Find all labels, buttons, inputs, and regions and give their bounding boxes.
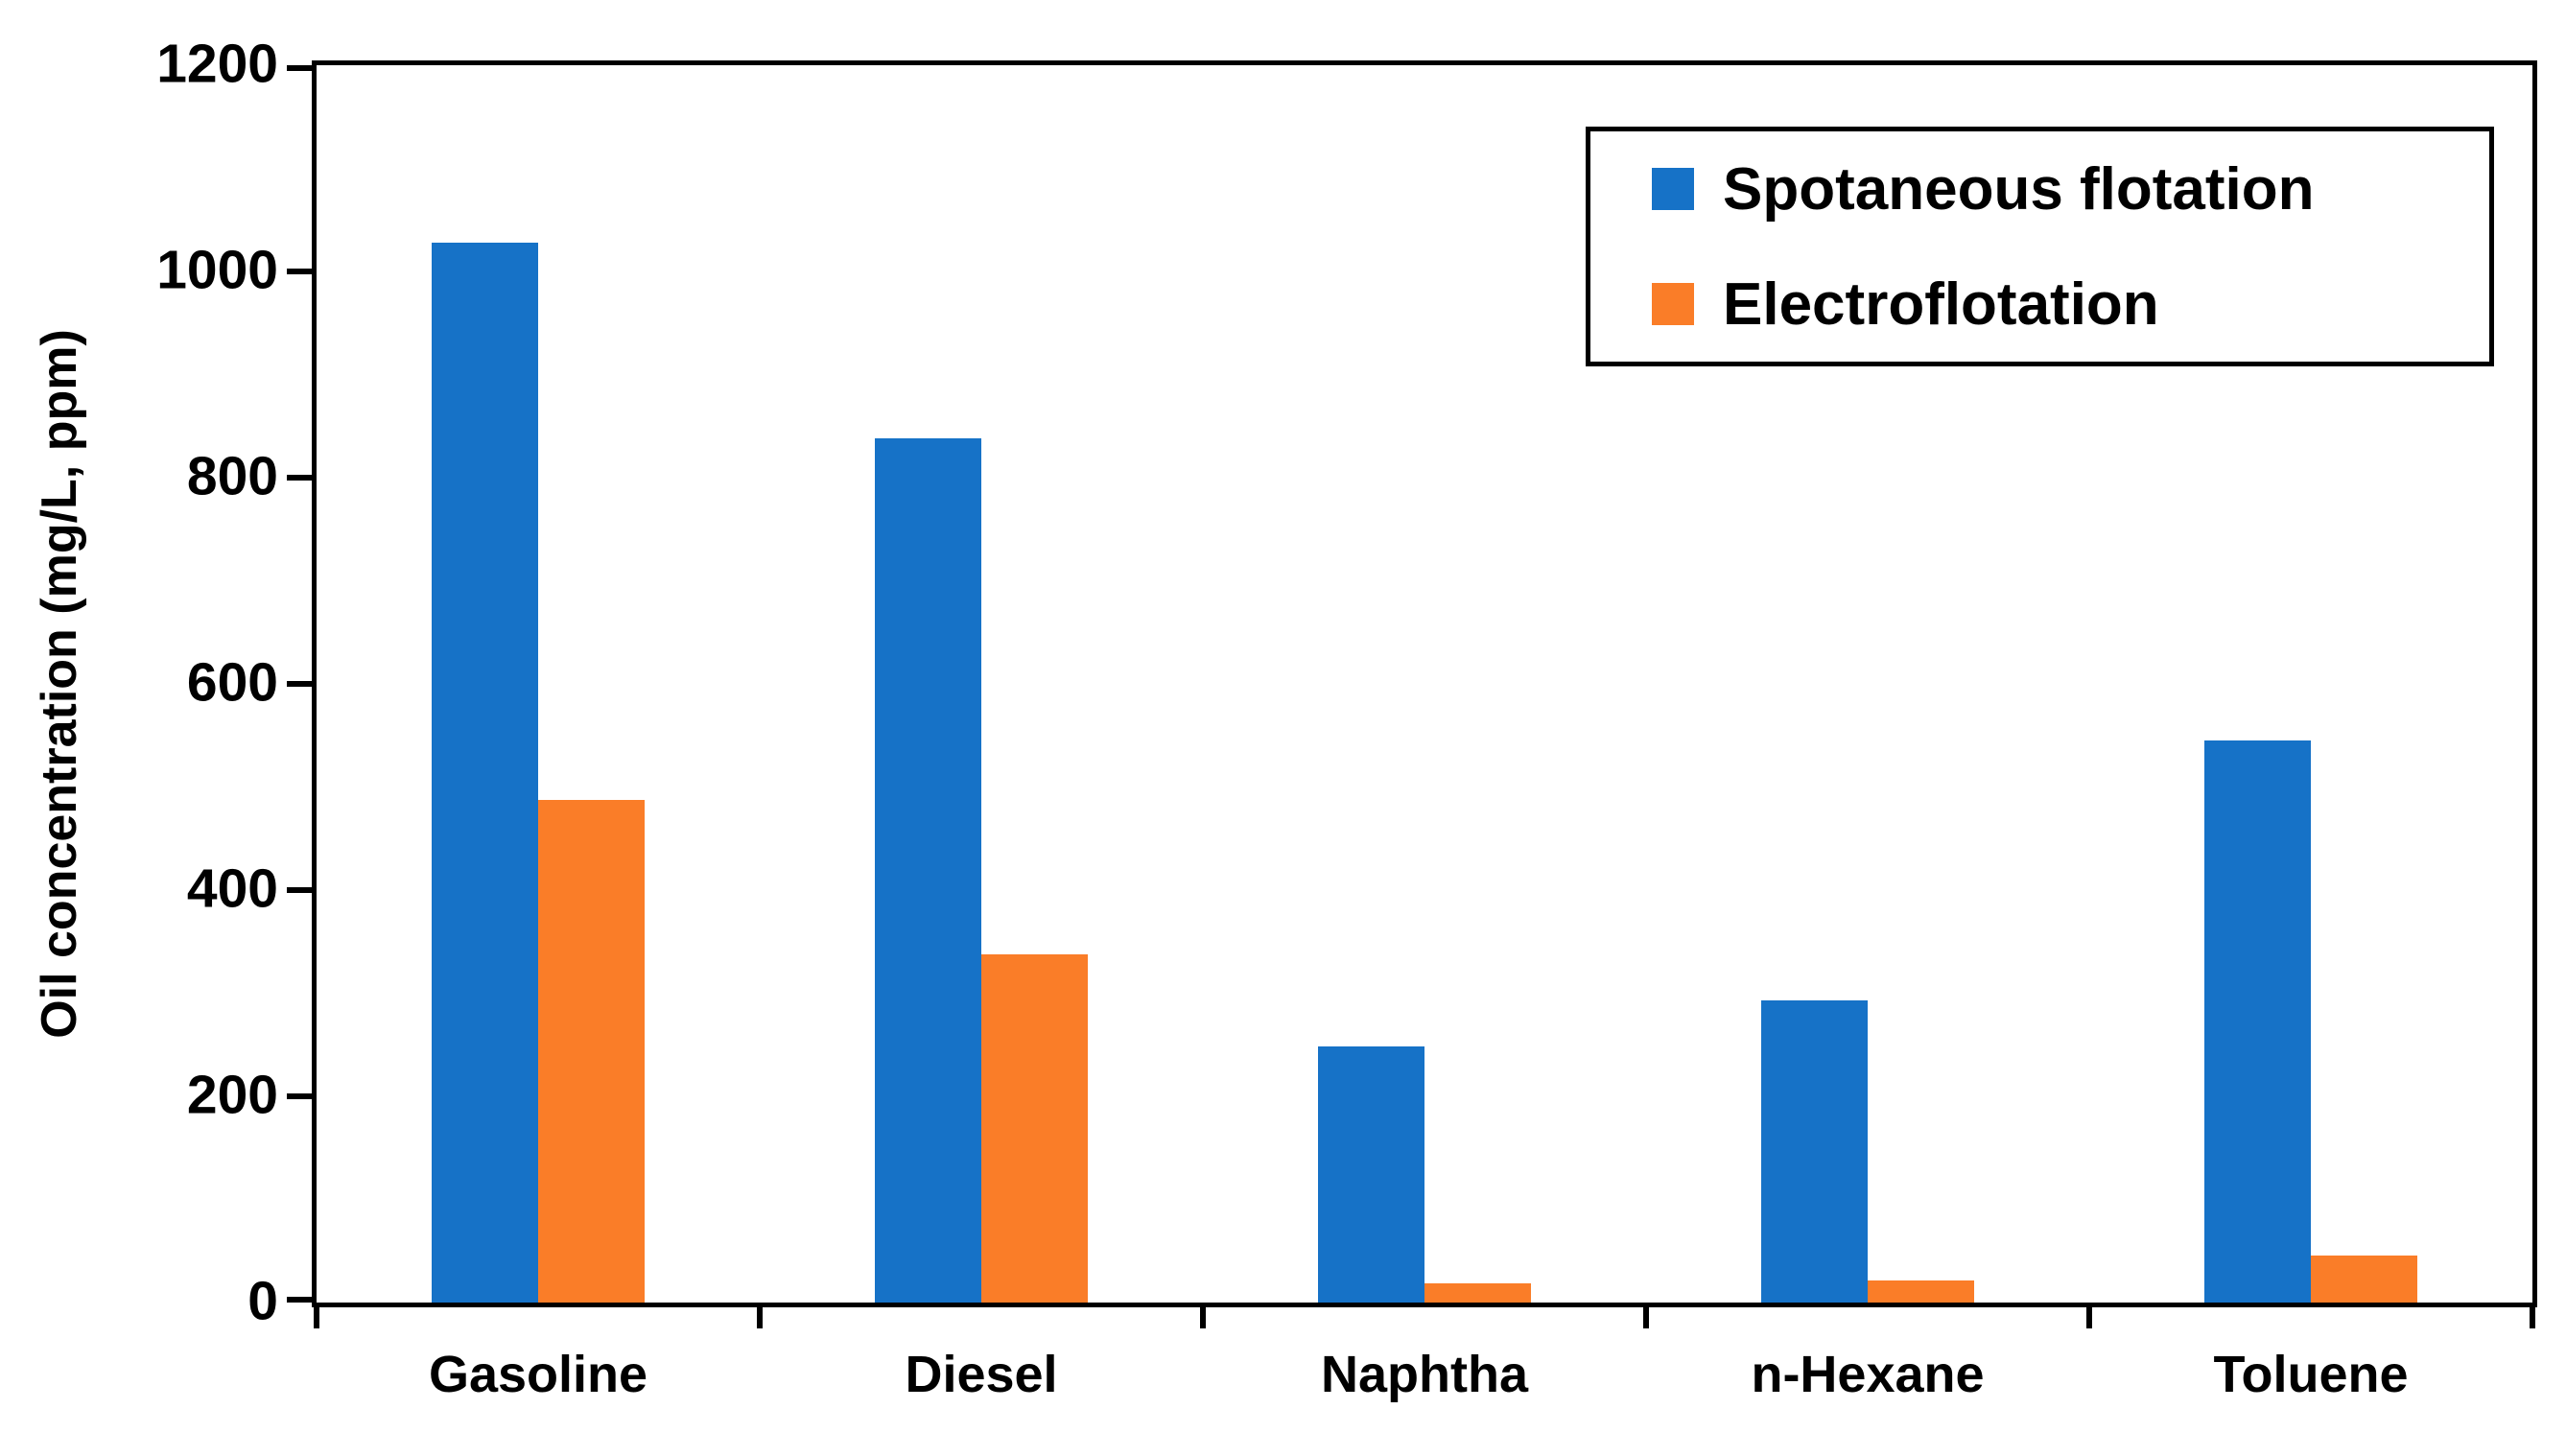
x-category-label-diesel: Diesel	[905, 1346, 1058, 1403]
bar-toluene-spotaneous-flotation	[2204, 740, 2311, 1303]
legend-item-spotaneous-flotation: Spotaneous flotation	[1652, 155, 2489, 223]
bar-n-hexane-electroflotation	[1868, 1280, 1974, 1303]
x-category-label-naphtha: Naphtha	[1321, 1346, 1528, 1403]
y-tick-label: 1200	[156, 33, 278, 95]
y-tick-mark	[287, 1093, 317, 1099]
x-category-label-gasoline: Gasoline	[428, 1346, 648, 1403]
x-tick-mark	[2530, 1303, 2535, 1328]
legend-swatch-spotaneous-flotation	[1652, 168, 1694, 210]
y-tick-mark	[287, 681, 317, 687]
x-tick-mark	[1643, 1303, 1649, 1328]
y-tick-label: 0	[247, 1270, 278, 1332]
legend-label-electroflotation: Electroflotation	[1723, 270, 2159, 338]
y-tick-mark	[287, 1297, 317, 1303]
x-tick-mark	[1200, 1303, 1206, 1328]
bar-n-hexane-spotaneous-flotation	[1761, 1000, 1868, 1303]
x-tick-mark	[757, 1303, 763, 1328]
y-tick-mark	[287, 475, 317, 481]
bar-toluene-electroflotation	[2311, 1256, 2417, 1303]
y-tick-label: 400	[186, 857, 278, 920]
bar-gasoline-spotaneous-flotation	[432, 243, 538, 1303]
y-tick-mark	[287, 887, 317, 893]
bar-diesel-electroflotation	[981, 954, 1088, 1303]
y-tick-mark	[287, 269, 317, 274]
y-axis-title: Oil concentration (mg/L, ppm)	[32, 329, 87, 1039]
y-tick-label: 800	[186, 445, 278, 507]
legend-swatch-electroflotation	[1652, 283, 1694, 325]
y-tick-label: 200	[186, 1064, 278, 1126]
legend-label-spotaneous-flotation: Spotaneous flotation	[1723, 155, 2315, 223]
x-tick-mark	[2086, 1303, 2092, 1328]
y-tick-mark	[287, 65, 317, 71]
y-tick-label: 1000	[156, 239, 278, 301]
x-category-label-toluene: Toluene	[2213, 1346, 2409, 1403]
y-tick-label: 600	[186, 651, 278, 714]
legend-item-electroflotation: Electroflotation	[1652, 270, 2489, 339]
bar-gasoline-electroflotation	[538, 800, 645, 1303]
bar-diesel-spotaneous-flotation	[875, 438, 981, 1303]
legend: Spotaneous flotation Electroflotation	[1586, 127, 2494, 366]
bar-naphtha-electroflotation	[1424, 1283, 1531, 1303]
bar-naphtha-spotaneous-flotation	[1318, 1046, 1424, 1303]
x-tick-mark	[314, 1303, 319, 1328]
x-category-label-n-hexane: n-Hexane	[1751, 1346, 1985, 1403]
